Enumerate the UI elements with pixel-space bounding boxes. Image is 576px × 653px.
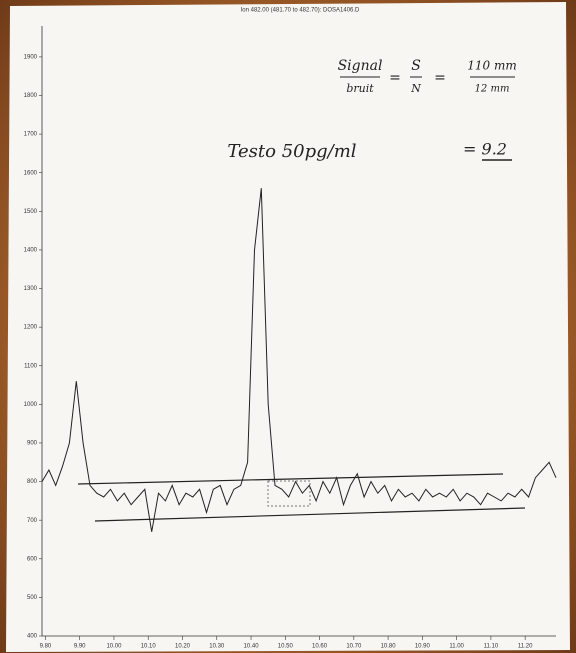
y-tick-label: 1600: [24, 170, 38, 176]
x-tick-label: 10.90: [415, 644, 431, 650]
peak-box: [267, 480, 311, 507]
handwritten-note: bruit: [346, 82, 374, 95]
y-tick-label: 1100: [24, 363, 38, 369]
y-tick-label: 400: [27, 634, 38, 640]
x-tick-label: 9.80: [40, 644, 52, 650]
y-tick-label: 700: [27, 518, 38, 524]
y-tick-label: 1400: [24, 248, 38, 254]
handwritten-note: 110 mm: [467, 59, 516, 73]
handwritten-note: =: [389, 70, 401, 86]
x-tick-label: 11.00: [449, 644, 464, 650]
handwritten-note: Testo 50pg/ml: [227, 141, 356, 162]
x-tick-label: 9.90: [74, 644, 86, 650]
y-tick-label: 500: [27, 595, 38, 601]
x-tick-label: 10.50: [278, 644, 294, 650]
handwritten-note: =: [434, 70, 446, 86]
y-tick-label: 1800: [24, 93, 38, 99]
paper: [6, 2, 570, 652]
y-tick-label: 600: [27, 556, 38, 562]
x-tick-label: 10.30: [209, 644, 225, 650]
y-tick-label: 1700: [24, 132, 38, 138]
noise-upper-line: [77, 473, 504, 485]
handwritten-note: S: [411, 58, 421, 74]
x-tick-label: 11.10: [484, 644, 499, 650]
x-tick-label: 10.70: [346, 644, 362, 650]
x-tick-label: 10.80: [381, 644, 397, 650]
x-tick-label: 10.60: [312, 644, 328, 650]
y-tick-label: 900: [27, 441, 38, 447]
y-tick-label: 1200: [24, 325, 38, 331]
y-tick-label: 1900: [24, 54, 38, 60]
handwritten-note: N: [410, 82, 421, 95]
x-tick-label: 10.20: [175, 644, 191, 650]
handwritten-note: = 9.2: [463, 140, 507, 159]
y-tick-label: 800: [27, 479, 38, 485]
y-tick-label: 1500: [24, 209, 38, 215]
y-tick-label: 1300: [24, 286, 38, 292]
x-tick-label: 10.40: [244, 644, 260, 650]
trace: [41, 188, 557, 532]
noise-lower-line: [94, 507, 526, 522]
x-tick-label: 10.00: [106, 644, 122, 650]
handwritten-note: Signal: [338, 58, 383, 74]
y-tick-label: 1000: [24, 402, 38, 408]
chart-title: Ion 482.00 (481.70 to 482.70): DOSA1406.…: [241, 8, 360, 14]
x-tick-label: 11.20: [518, 644, 533, 650]
x-tick-label: 10.10: [141, 644, 157, 650]
handwritten-note: 12 mm: [475, 84, 510, 95]
